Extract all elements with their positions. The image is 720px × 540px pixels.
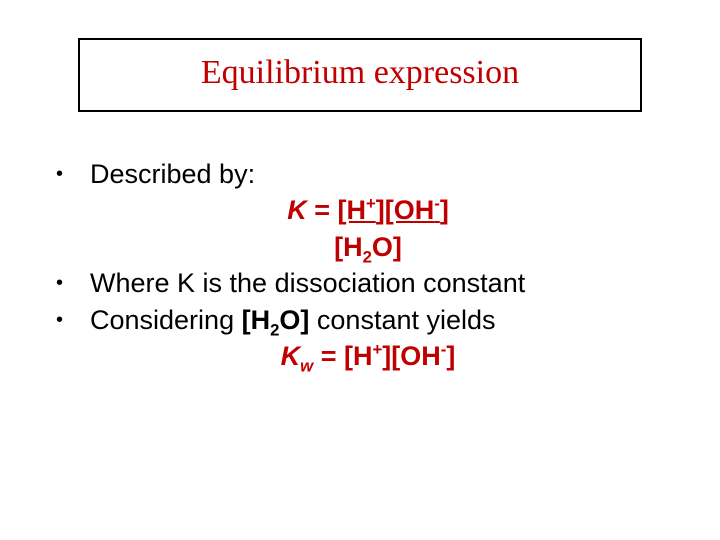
eq-denom-part: O]	[372, 232, 402, 262]
bullet-text-post: constant yields	[309, 305, 495, 335]
bullet-text-pre: Considering	[90, 305, 242, 335]
bullet-marker: •	[56, 302, 90, 338]
inline-sub: 2	[270, 320, 279, 339]
eq-equals: =	[307, 195, 338, 225]
eq2-rhs-part: ]	[446, 341, 455, 371]
eq2-equals: =	[313, 341, 344, 371]
bullet-item: • Where K is the dissociation constant	[56, 265, 680, 301]
equation-kw: Kw = [H+][OH-]	[56, 338, 680, 374]
eq2-lhs: K	[281, 341, 301, 371]
inline-formula: [H2O]	[242, 305, 310, 335]
eq-lhs: K	[287, 195, 307, 225]
eq2-rhs-part: [H	[344, 341, 373, 371]
equation-denominator: [H2O]	[56, 229, 680, 265]
eq-rhs-part: ]	[440, 195, 449, 225]
eq2-sup: +	[372, 340, 382, 359]
bullet-item: • Described by:	[56, 156, 680, 192]
bullet-marker: •	[56, 156, 90, 192]
eq-rhs-part: ][OH	[376, 195, 434, 225]
bullet-marker: •	[56, 265, 90, 301]
slide-title: Equilibrium expression	[201, 54, 519, 91]
eq2-sub: w	[300, 357, 313, 376]
eq2-rhs-part: ][OH	[382, 341, 440, 371]
bullet-item: • Considering [H2O] constant yields	[56, 302, 680, 338]
title-box: Equilibrium expression	[78, 38, 642, 112]
slide-body: • Described by: K = [H+][OH-] [H2O] • Wh…	[0, 156, 720, 375]
bullet-text: Where K is the dissociation constant	[90, 265, 680, 301]
bullet-text: Described by:	[90, 156, 680, 192]
bullet-text: Considering [H2O] constant yields	[90, 302, 680, 338]
eq-sup: +	[366, 194, 376, 213]
eq-denom-part: [H	[334, 232, 363, 262]
equation-numerator: K = [H+][OH-]	[56, 192, 680, 228]
eq-rhs-part: [H	[337, 195, 366, 225]
eq-sub: 2	[363, 247, 372, 266]
